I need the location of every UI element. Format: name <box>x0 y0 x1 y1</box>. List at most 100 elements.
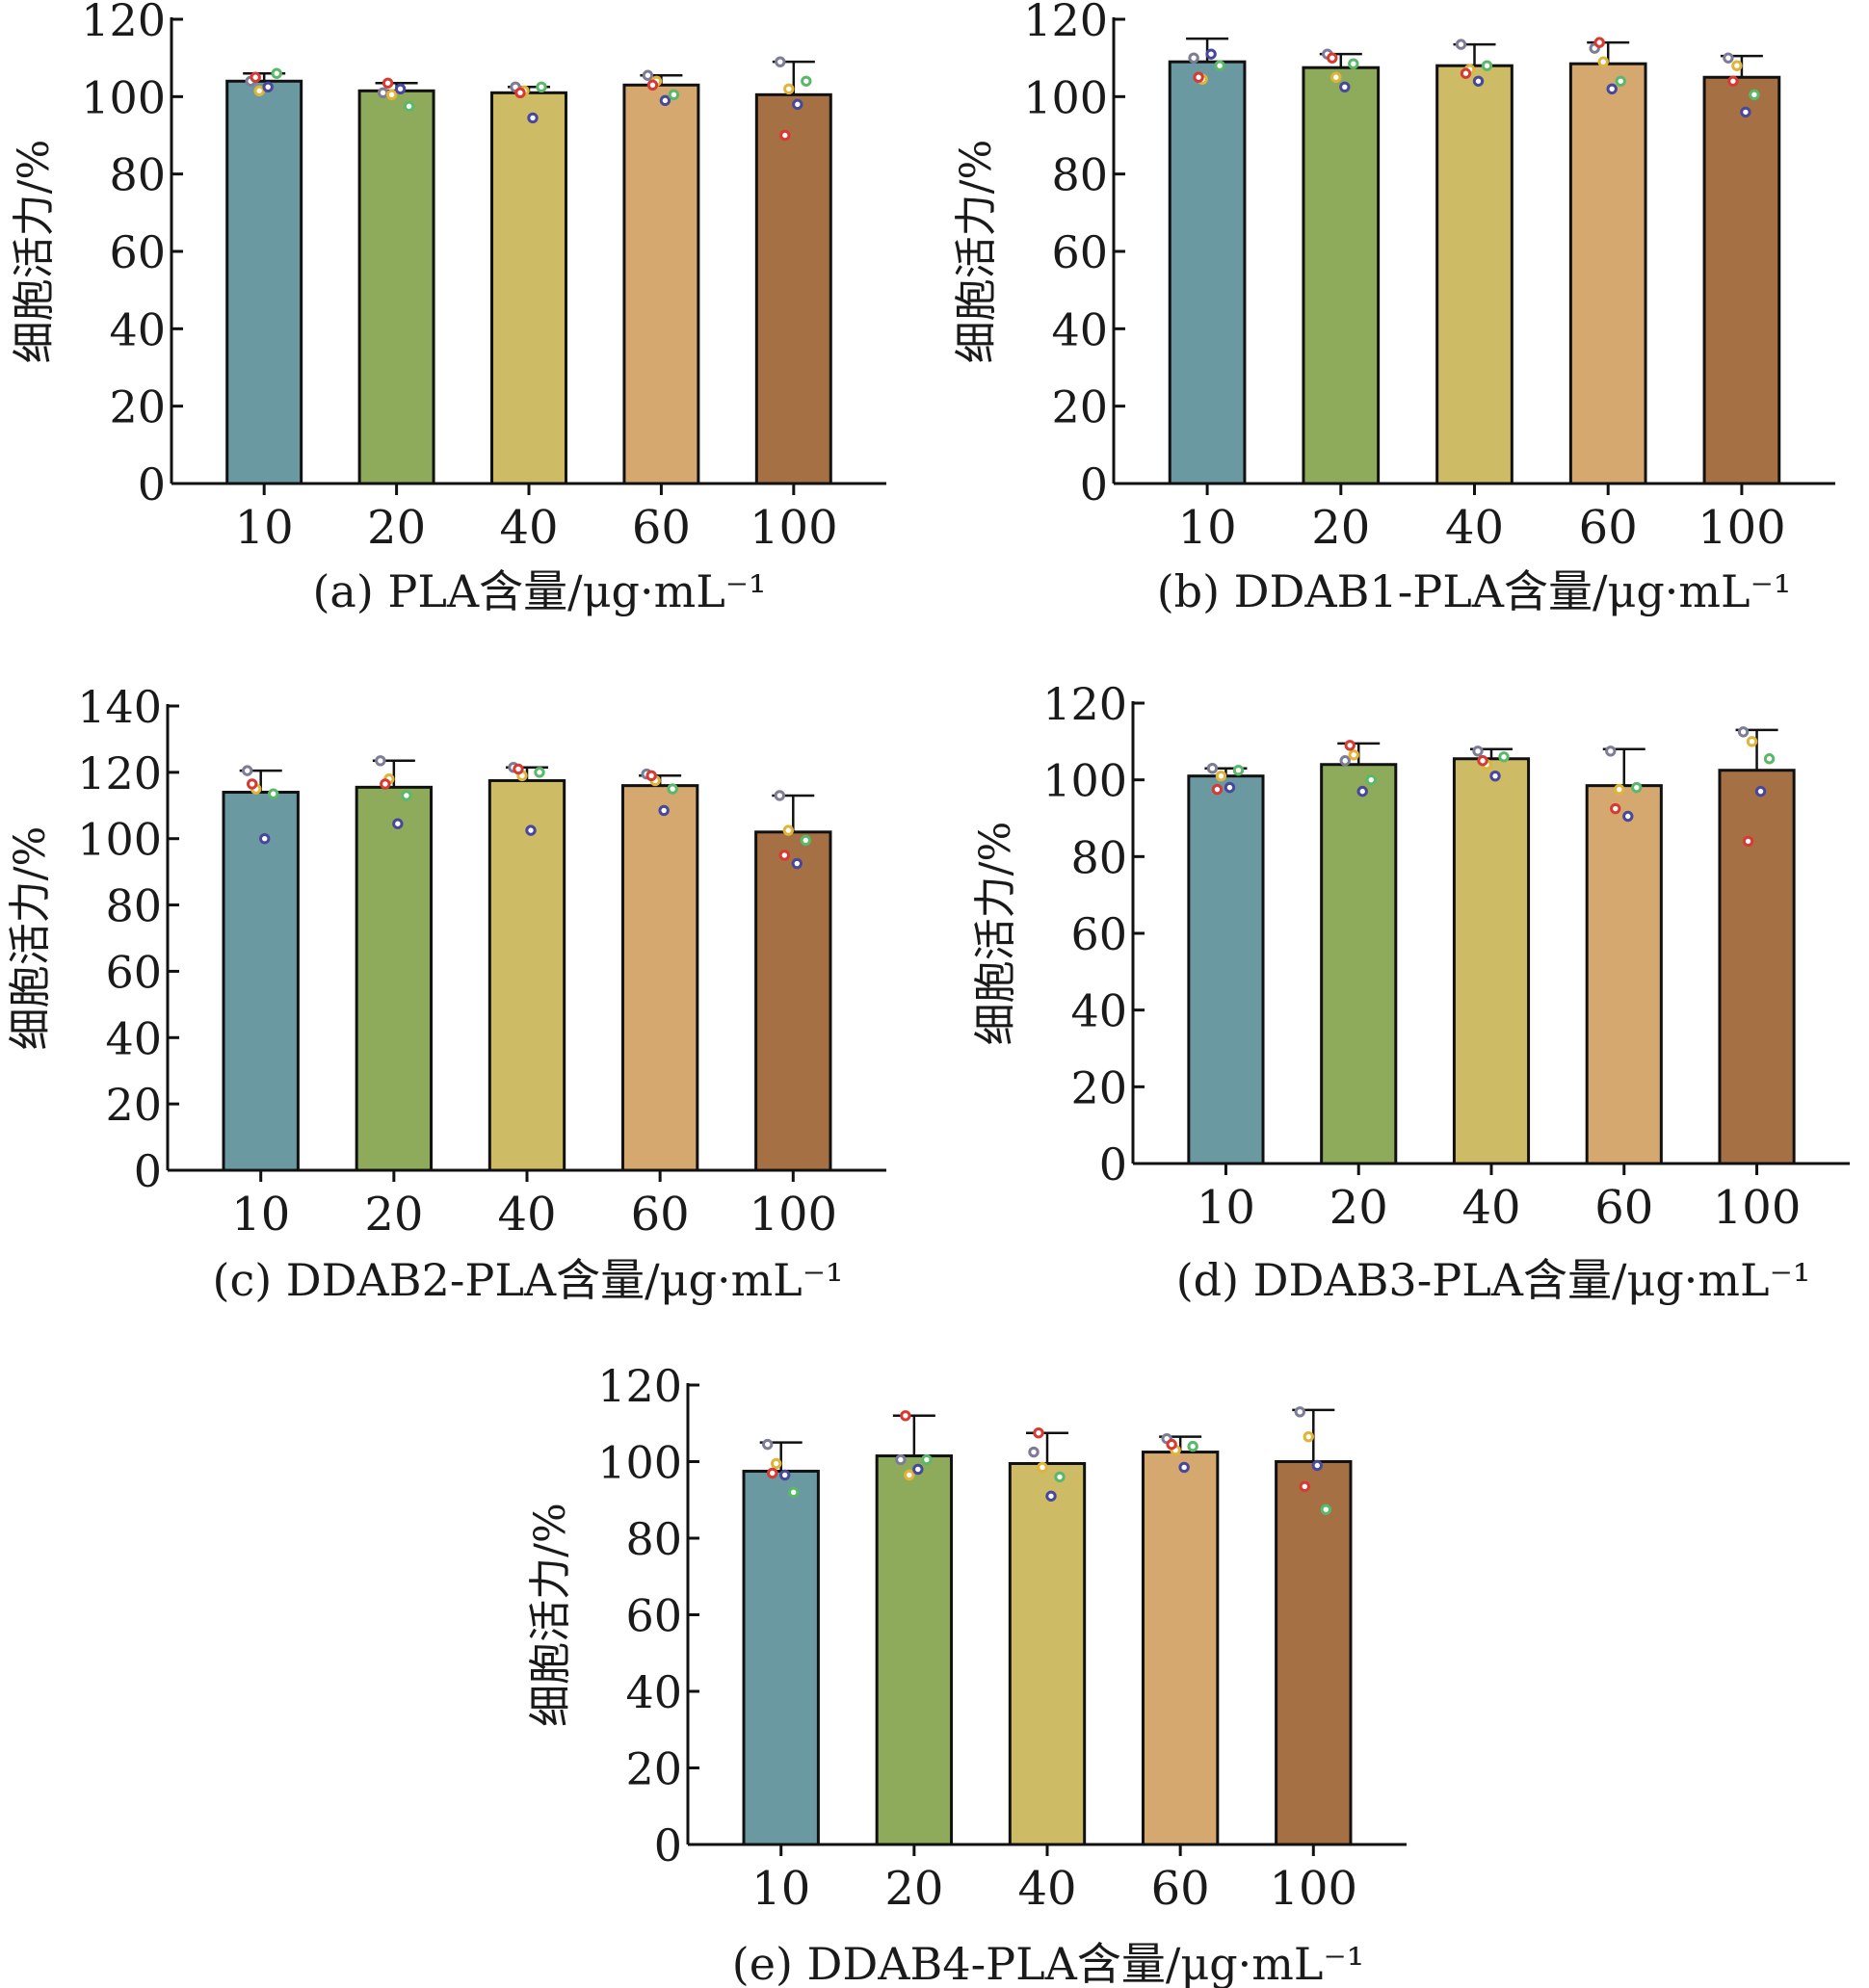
data-point-60-1 <box>642 69 654 81</box>
y-tick-label: 60 <box>625 1590 682 1642</box>
panel-caption: (a) PLA含量/μg·mL⁻¹ <box>312 565 766 617</box>
data-point-10-4 <box>268 788 279 799</box>
x-tick-label: 60 <box>632 501 691 555</box>
bar-10 <box>225 79 303 485</box>
bar-20 <box>1320 763 1398 1165</box>
y-tick-label: 0 <box>134 1145 162 1197</box>
x-tick-label: 100 <box>749 1188 837 1242</box>
x-tick-label: 40 <box>1445 501 1504 555</box>
bar-20 <box>357 89 435 485</box>
data-point-40-5 <box>1477 755 1488 767</box>
bar-20 <box>875 1454 954 1846</box>
data-point-10-2 <box>253 85 265 97</box>
bar-100 <box>1718 769 1796 1165</box>
x-tick-label: 100 <box>1269 1862 1357 1916</box>
y-tick-label: 0 <box>138 458 166 510</box>
y-tick-label: 20 <box>105 1079 162 1131</box>
x-tick-label: 20 <box>364 1188 423 1242</box>
data-point-100-1 <box>774 790 785 801</box>
data-point-10-3 <box>262 81 274 92</box>
panel-a: 0 20 40 60 80 100 120 10 20 40 60 100 细胞活力/% (a) PLA含… <box>10 0 886 617</box>
bar-40 <box>1452 757 1531 1165</box>
panel-caption: (b) DDAB1-PLA含量/μg·mL⁻¹ <box>1157 565 1792 617</box>
y-tick-label: 40 <box>1070 985 1127 1037</box>
bar-100 <box>1702 75 1781 485</box>
data-point-60-4 <box>667 783 678 795</box>
x-tick-label: 100 <box>1698 501 1786 555</box>
y-tick-label: 20 <box>1070 1061 1127 1113</box>
data-point-10-3 <box>1224 781 1236 794</box>
data-point-100-1 <box>1723 52 1734 64</box>
x-tick-label: 20 <box>1329 1181 1388 1235</box>
bar-40 <box>1008 1461 1087 1846</box>
panel-caption: (c) DDAB2-PLA含量/μg·mL⁻¹ <box>213 1254 844 1306</box>
x-tick-label: 40 <box>1461 1181 1520 1235</box>
bar-100 <box>754 830 832 1172</box>
data-point-10-4 <box>788 1486 800 1499</box>
data-point-40-1 <box>1028 1446 1040 1458</box>
data-point-100-5 <box>1742 835 1754 848</box>
data-point-40-5 <box>1460 67 1472 79</box>
x-tick-label: 20 <box>1311 501 1370 555</box>
data-point-60-3 <box>659 94 671 107</box>
y-tick-label: 100 <box>81 71 166 123</box>
x-tick-label: 10 <box>235 501 294 555</box>
data-point-100-5 <box>779 129 791 142</box>
bar-100 <box>754 92 832 485</box>
panel-b: 0 20 40 60 80 100 120 10 20 40 60 100 细胞活力/% (b) DDAB… <box>952 0 1835 617</box>
y-tick-label: 120 <box>1042 678 1127 730</box>
bar-40 <box>490 91 567 485</box>
data-point-60-5 <box>1610 802 1621 815</box>
data-point-10-5 <box>247 778 258 790</box>
data-point-60-3 <box>1622 810 1634 823</box>
data-point-10-3 <box>779 1469 791 1481</box>
y-tick-label: 100 <box>77 814 162 866</box>
data-point-40-3 <box>1489 770 1501 782</box>
data-point-60-4 <box>1187 1440 1198 1452</box>
data-point-40-3 <box>527 112 539 124</box>
data-point-100-2 <box>1731 60 1743 71</box>
data-point-10-5 <box>1193 71 1204 83</box>
y-axis-label: 细胞活力/% <box>10 140 59 364</box>
data-point-100-3 <box>792 98 803 111</box>
data-point-60-1 <box>1605 746 1617 757</box>
data-point-100-4 <box>1320 1504 1331 1515</box>
y-tick-label: 120 <box>597 1360 682 1412</box>
data-point-40-4 <box>1481 60 1493 71</box>
y-tick-label: 60 <box>105 946 162 998</box>
panel-caption: (d) DDAB3-PLA含量/μg·mL⁻¹ <box>1176 1254 1811 1306</box>
data-point-10-2 <box>771 1457 782 1470</box>
y-tick-label: 0 <box>1080 458 1108 510</box>
bar-10 <box>222 791 300 1172</box>
y-tick-label: 80 <box>105 880 162 932</box>
x-tick-label: 60 <box>1579 501 1638 555</box>
data-point-10-3 <box>1205 48 1217 60</box>
panel-e: 0 20 40 60 80 100 120 10 20 40 60 100 细胞活力/% (e) DDAB… <box>526 1360 1407 1988</box>
y-axis-label: 细胞活力/% <box>952 140 1001 364</box>
y-axis-label: 细胞活力/% <box>971 822 1020 1046</box>
data-point-20-2 <box>904 1469 915 1481</box>
data-point-60-4 <box>1631 781 1643 794</box>
data-point-20-4 <box>921 1453 933 1466</box>
y-tick-label: 120 <box>77 747 162 799</box>
data-point-60-5 <box>1593 37 1605 48</box>
data-point-20-5 <box>900 1410 911 1422</box>
data-point-10-3 <box>259 833 271 845</box>
y-tick-label: 60 <box>1070 908 1127 960</box>
data-point-20-3 <box>392 818 404 829</box>
data-point-20-1 <box>377 87 389 99</box>
data-point-100-1 <box>1294 1406 1305 1418</box>
data-point-20-3 <box>1339 81 1351 92</box>
data-point-40-5 <box>1033 1426 1044 1439</box>
y-tick-label: 120 <box>1023 0 1108 46</box>
data-point-10-4 <box>1232 765 1245 776</box>
data-point-20-5 <box>1344 740 1356 751</box>
bar-40 <box>1435 64 1514 485</box>
y-tick-label: 80 <box>625 1513 682 1565</box>
x-tick-label: 40 <box>1017 1862 1076 1916</box>
data-point-20-3 <box>1356 785 1368 798</box>
data-point-40-1 <box>1472 746 1484 757</box>
y-tick-label: 40 <box>105 1012 162 1064</box>
bar-40 <box>487 778 566 1172</box>
